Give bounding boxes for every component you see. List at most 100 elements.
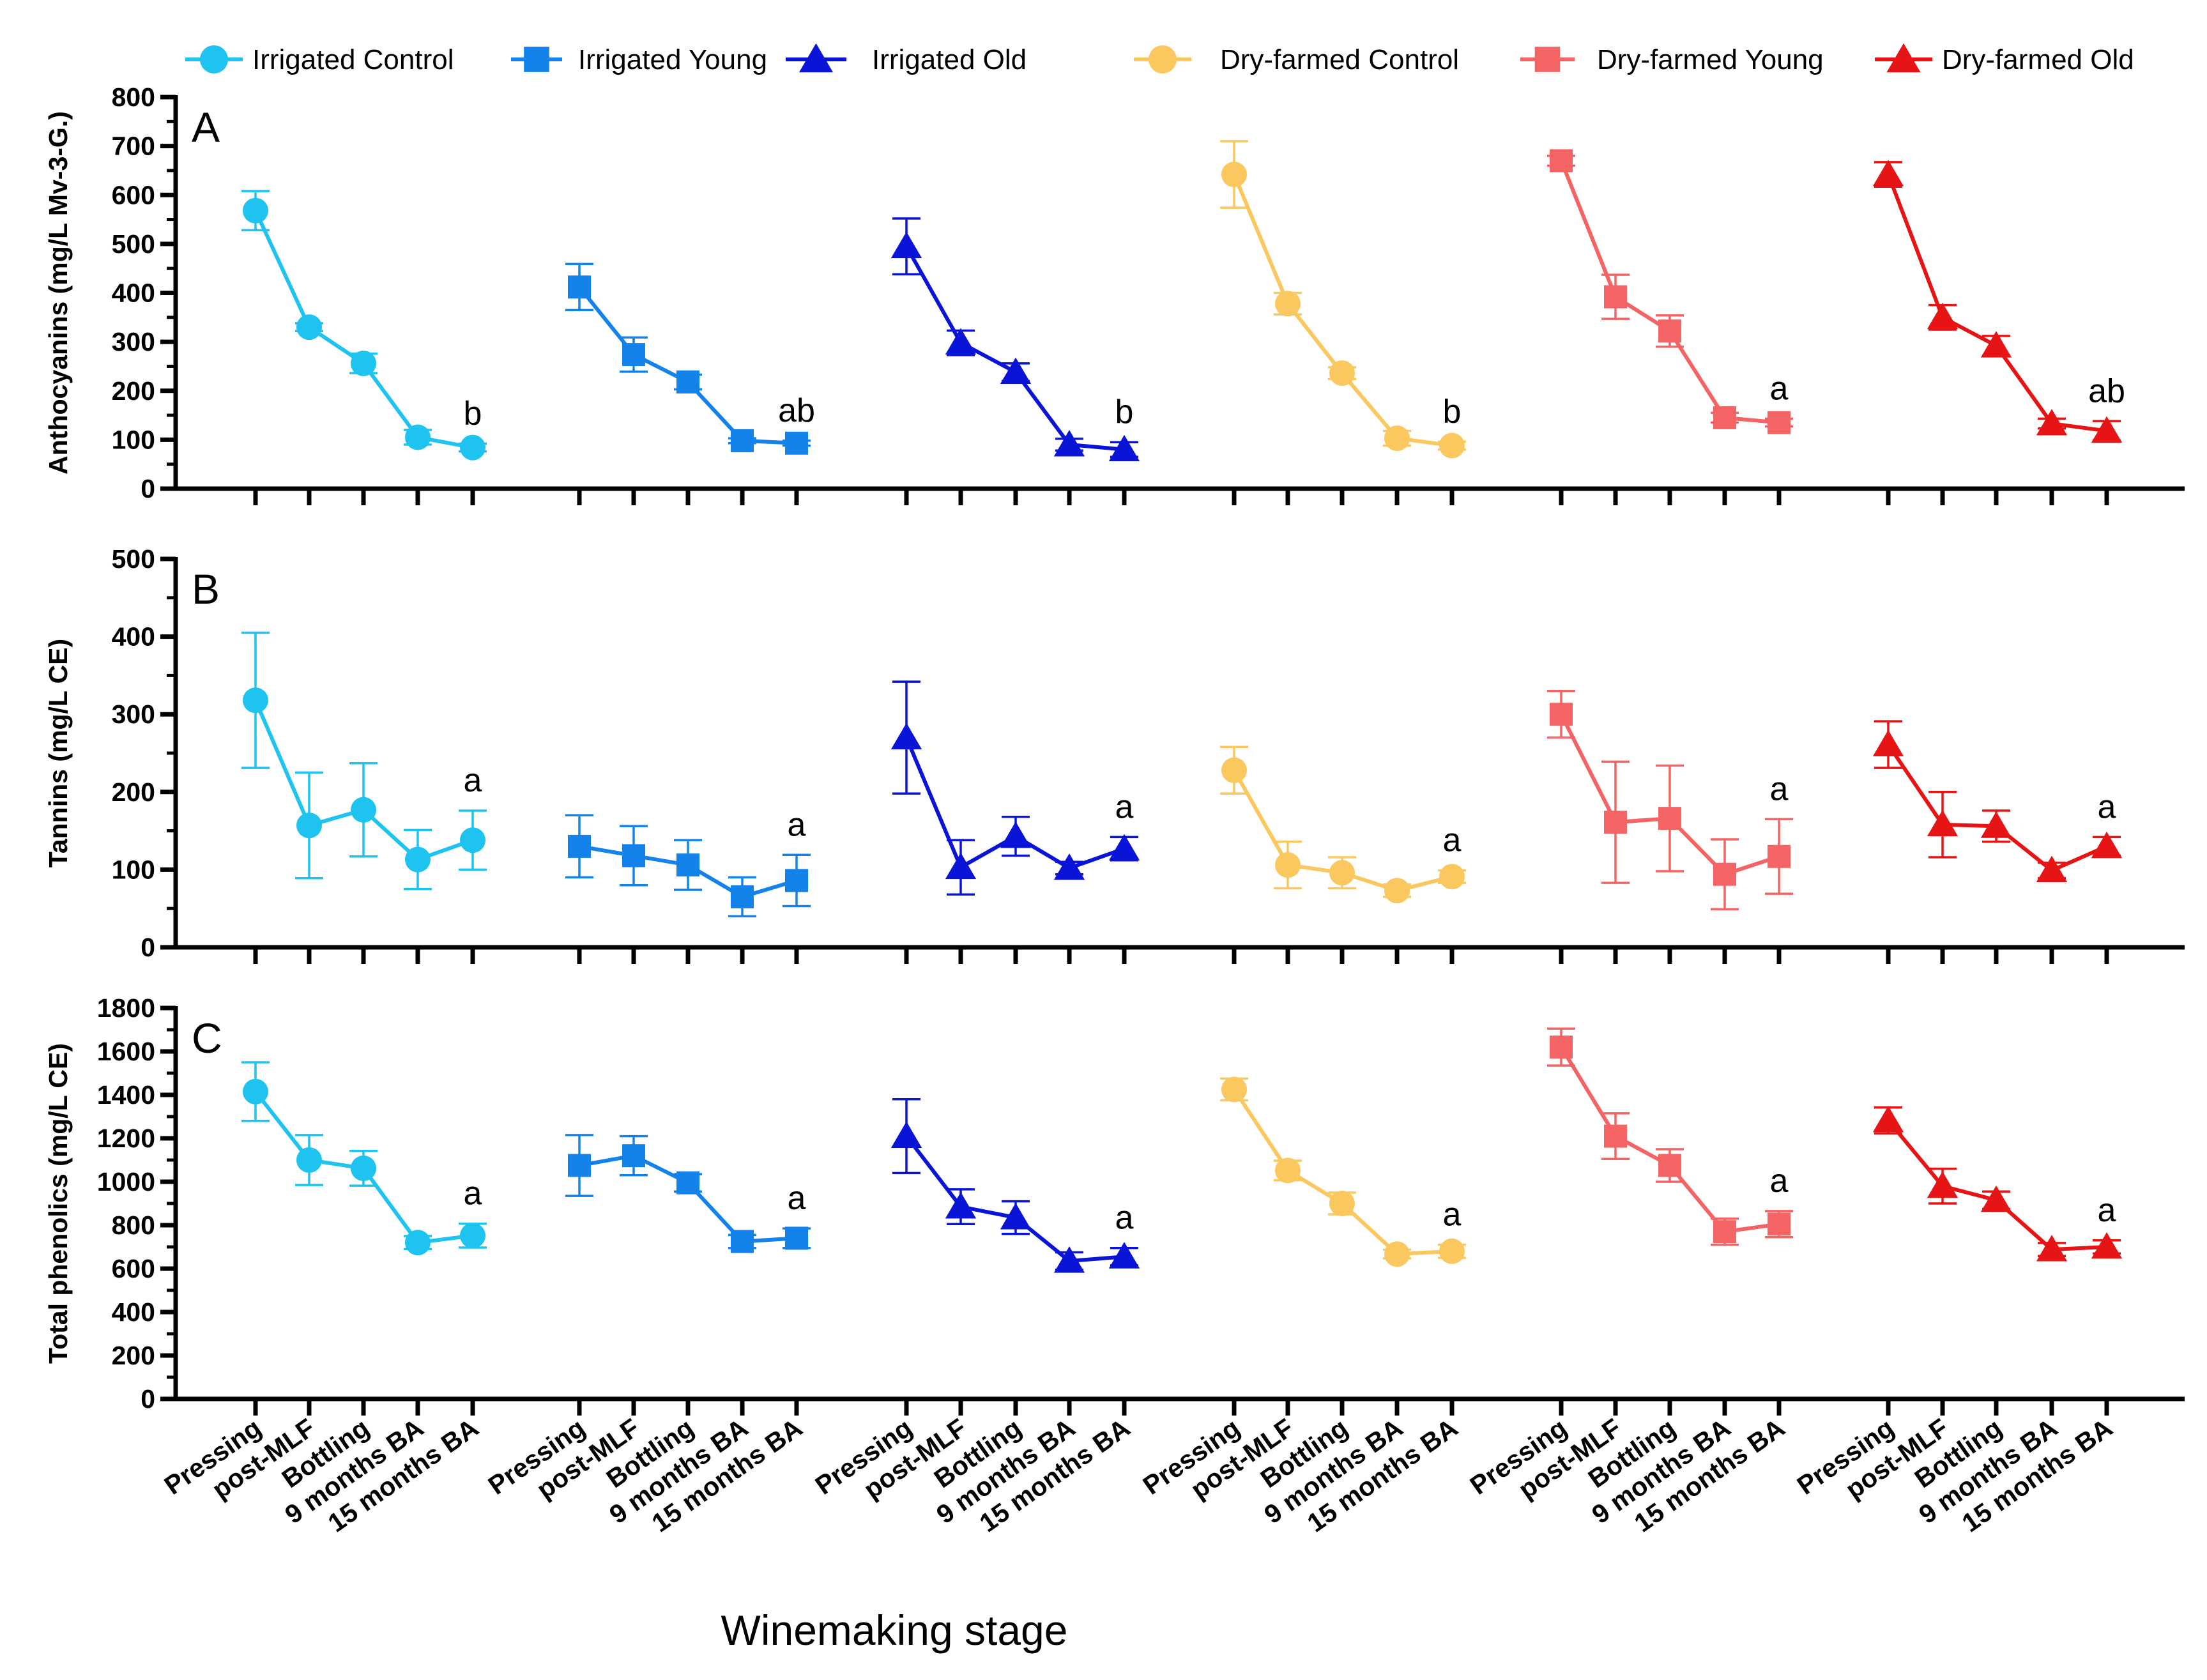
- significance-letter: a: [1115, 788, 1134, 825]
- data-point: [785, 1226, 808, 1250]
- data-point: [945, 852, 977, 880]
- data-point: [296, 1147, 322, 1173]
- data-point: [676, 1171, 699, 1195]
- data-point: [1275, 291, 1301, 317]
- series-line: [905, 1134, 1125, 1264]
- series-dry-farmed-old: a: [1872, 720, 2123, 883]
- series-dry-farmed-young: a: [1547, 689, 1793, 911]
- panel-letter: C: [192, 1014, 222, 1062]
- y-tick-label: 1800: [97, 993, 155, 1023]
- data-point: [460, 827, 485, 853]
- legend-item-dry-farmed-old: Dry-farmed Old: [1875, 43, 2134, 75]
- series-dry-farmed-control: a: [1220, 1076, 1466, 1267]
- data-point: [1000, 357, 1032, 385]
- data-point: [1221, 162, 1247, 188]
- significance-letter: a: [2098, 1192, 2116, 1229]
- y-axis-label-c: Total phenolics (mg/L CE): [43, 1043, 73, 1364]
- data-point: [890, 231, 922, 259]
- data-point: [1872, 729, 1904, 757]
- legend-label-irrigated-control: Irrigated Control: [252, 44, 454, 75]
- series-line: [1232, 173, 1453, 448]
- data-point: [1329, 1191, 1355, 1216]
- legend-label-irrigated-young: Irrigated Young: [578, 44, 767, 75]
- data-point: [460, 434, 485, 461]
- significance-letter: b: [1115, 393, 1134, 431]
- data-point: [890, 1121, 922, 1148]
- y-tick-label: 600: [112, 1254, 155, 1283]
- significance-letter: a: [1115, 1200, 1134, 1237]
- legend-marker-dry-farmed-young: [1534, 47, 1561, 72]
- data-point: [1713, 406, 1736, 429]
- data-point: [2091, 416, 2123, 443]
- data-point: [1768, 844, 1791, 868]
- data-point: [622, 844, 645, 867]
- series-line: [579, 1154, 797, 1244]
- data-point: [1658, 807, 1681, 830]
- legend-marker-irrigated-young: [524, 47, 549, 72]
- data-point: [1000, 821, 1032, 848]
- data-point: [1872, 1106, 1904, 1133]
- data-point: [622, 1144, 645, 1168]
- series-irrigated-old: a: [890, 1098, 1140, 1273]
- y-tick-label: 600: [112, 180, 155, 210]
- data-point: [1439, 432, 1465, 459]
- data-point: [2036, 1235, 2068, 1262]
- y-tick-label: 800: [112, 82, 155, 112]
- data-point: [1550, 703, 1573, 726]
- data-point: [1980, 811, 2012, 838]
- series-line: [1886, 743, 2108, 873]
- y-tick-label: 0: [141, 933, 155, 962]
- data-point: [1927, 302, 1959, 330]
- series-line: [905, 245, 1125, 452]
- panel-c: 0 200 400 600 800 1000 1200 1400 1600 1800 Total p…: [43, 993, 2185, 1416]
- series-irrigated-young: a: [565, 1134, 811, 1253]
- significance-letter: a: [1770, 370, 1789, 407]
- data-point: [1604, 811, 1627, 834]
- data-point: [296, 813, 322, 839]
- y-tick-label: 1200: [97, 1124, 155, 1153]
- legend-marker-irrigated-control: [200, 45, 228, 73]
- data-point: [1658, 1154, 1681, 1177]
- legend-item-dry-farmed-young: Dry-farmed Young: [1520, 44, 1824, 75]
- series-dry-farmed-control: b: [1220, 140, 1466, 459]
- data-point: [351, 350, 376, 376]
- significance-letter: b: [464, 395, 482, 432]
- data-point: [405, 424, 431, 450]
- significance-letter: b: [1443, 393, 1462, 430]
- data-point: [1053, 430, 1085, 457]
- data-point: [296, 314, 322, 340]
- series-irrigated-control: a: [241, 1061, 487, 1256]
- series-line: [577, 286, 797, 445]
- data-point: [243, 1078, 268, 1104]
- data-point: [1053, 853, 1085, 880]
- series-irrigated-old: b: [890, 217, 1140, 462]
- data-point: [1550, 149, 1573, 172]
- data-point: [1604, 1124, 1627, 1148]
- y-tick-label: 700: [112, 132, 155, 161]
- data-point: [1439, 1238, 1465, 1264]
- data-point: [1439, 864, 1465, 890]
- significance-letter: a: [788, 1180, 806, 1217]
- data-point: [1221, 757, 1247, 783]
- data-point: [2091, 1232, 2123, 1259]
- data-point: [945, 328, 977, 355]
- y-tick-label: 0: [141, 1384, 155, 1414]
- data-point: [1872, 160, 1904, 187]
- significance-letter: a: [2098, 788, 2116, 825]
- data-point: [568, 275, 591, 299]
- y-tick-label: 0: [141, 474, 155, 503]
- significance-letter: a: [788, 806, 806, 843]
- x-axis-label: Winemaking stage: [721, 1607, 1068, 1654]
- y-tick-label: 400: [112, 622, 155, 652]
- data-point: [1980, 331, 2012, 358]
- y-tick-label: 800: [112, 1210, 155, 1240]
- data-point: [1604, 285, 1627, 309]
- data-point: [1275, 852, 1301, 878]
- legend-label-dry-farmed-control: Dry-farmed Control: [1220, 44, 1459, 75]
- data-point: [1768, 411, 1791, 434]
- data-point: [1108, 434, 1140, 462]
- data-point: [568, 834, 591, 858]
- series-irrigated-young: a: [565, 806, 811, 918]
- series-dry-farmed-old: ab: [1872, 160, 2125, 443]
